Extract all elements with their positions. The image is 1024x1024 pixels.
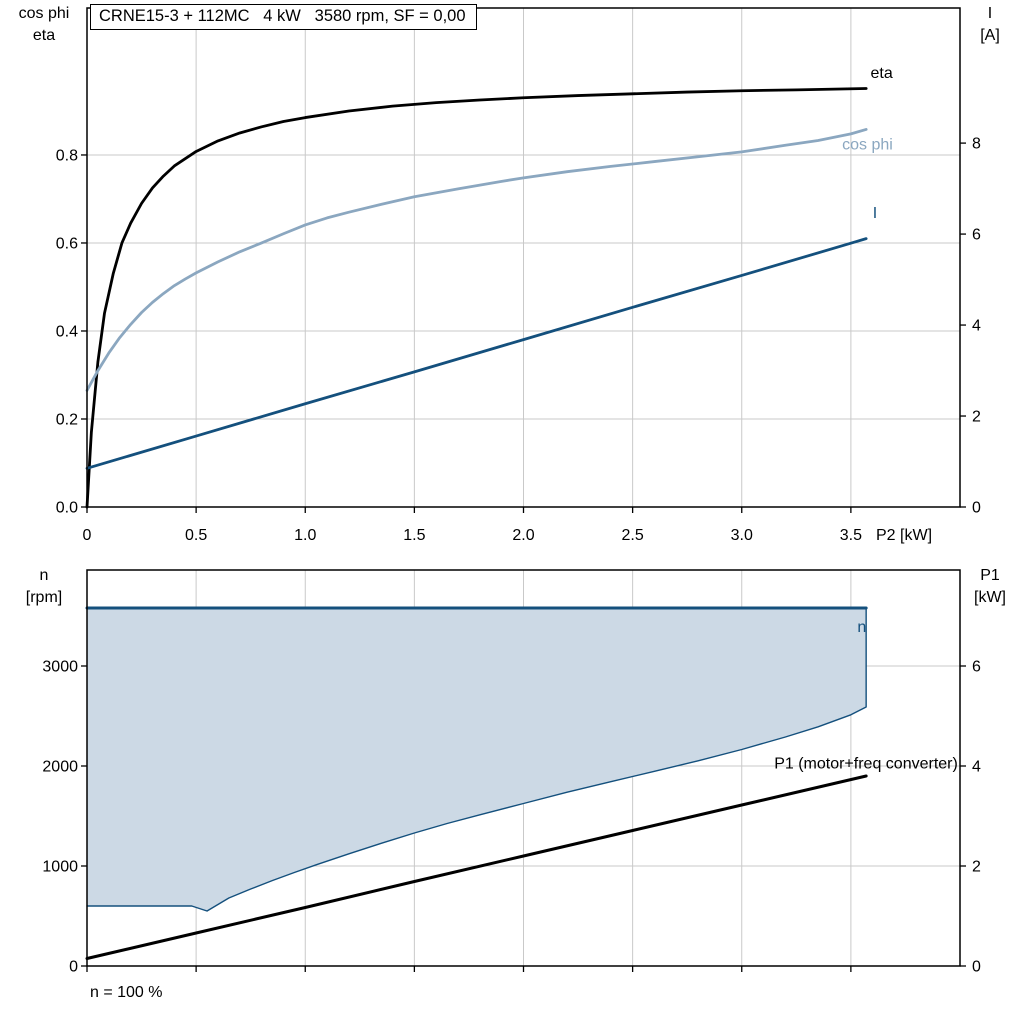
right-tick-label: 2: [972, 409, 981, 426]
right-tick-label: 4: [972, 318, 981, 335]
current-label: I: [873, 205, 877, 222]
p1-line-curve: [85, 774, 868, 960]
x-tick-label: 1.0: [294, 527, 316, 544]
x-tick-label: 1.5: [403, 527, 425, 544]
right-tick-label: 6: [972, 659, 981, 676]
left-tick-label: 3000: [42, 659, 78, 676]
left-axis-title: eta: [33, 27, 55, 44]
x-tick-label: 0.5: [185, 527, 207, 544]
x-tick-label: 3.0: [731, 527, 753, 544]
current-curve: [85, 237, 868, 470]
cos-phi-curve: [85, 128, 868, 392]
right-tick-label: 2: [972, 859, 981, 876]
right-tick-label: 0: [972, 500, 981, 517]
chart-title: CRNE15-3 + 112MC 4 kW 3580 rpm, SF = 0,0…: [90, 4, 477, 30]
left-tick-label: 0.0: [56, 500, 78, 517]
right-axis-title: I: [988, 5, 992, 22]
x-tick-label: 2.0: [512, 527, 534, 544]
x-tick-label: 3.5: [840, 527, 862, 544]
x-tick-label: 0: [83, 527, 92, 544]
left-tick-label: 2000: [42, 759, 78, 776]
x-tick-label: 2.5: [622, 527, 644, 544]
cos-phi-label: cos phi: [842, 137, 893, 154]
left-tick-label: 0: [69, 959, 78, 976]
speed-range-area: [87, 608, 867, 911]
n-line-label: n: [857, 619, 866, 636]
right-tick-label: 6: [972, 227, 981, 244]
left-tick-label: 0.2: [56, 411, 78, 428]
motor-chart-group: 0 0.5 1.0 1.5 2.0 2.5 3.0 3.5 0.0 0.2 0.4 0.6 0.8 0 2 4…: [19, 5, 1000, 544]
left-tick-label: 0.4: [56, 323, 78, 340]
right-axis-title: P1: [980, 567, 1000, 584]
right-axis-title: [kW]: [974, 589, 1006, 606]
speed-chart-group: 0 1000 2000 3000 0 2 4 6 n [rpm] P1 [kW] n P1 (motor+…: [26, 567, 1006, 1001]
footnote: n = 100 %: [90, 984, 163, 1001]
right-tick-label: 8: [972, 136, 981, 153]
right-tick-label: 4: [972, 759, 981, 776]
eta-label: eta: [871, 65, 893, 82]
left-axis-title: n: [40, 567, 49, 584]
eta-curve: [85, 87, 868, 509]
left-tick-label: 0.6: [56, 235, 78, 252]
speed-range-curve: [86, 607, 867, 912]
x-axis-title: P2 [kW]: [876, 527, 932, 544]
left-tick-label: 1000: [42, 859, 78, 876]
right-tick-label: 0: [972, 959, 981, 976]
left-axis-title: [rpm]: [26, 589, 62, 606]
left-axis-title: cos phi: [19, 5, 70, 22]
right-axis-title: [A]: [980, 27, 1000, 44]
left-tick-label: 0.8: [56, 147, 78, 164]
p1-line-label: P1 (motor+freq converter): [774, 756, 958, 773]
